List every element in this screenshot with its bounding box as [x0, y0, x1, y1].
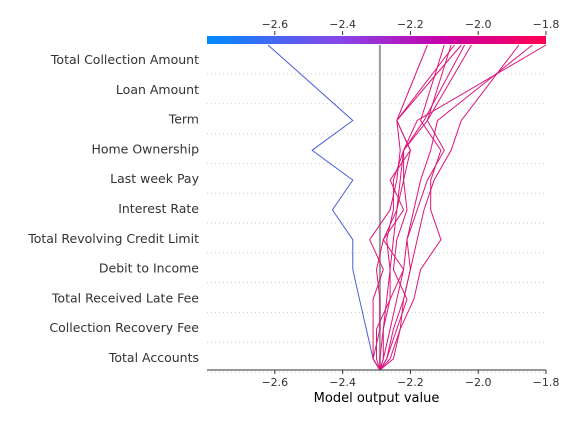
feature-label: Total Revolving Credit Limit	[27, 231, 199, 246]
x-tick-label-bottom: −2.0	[465, 376, 492, 389]
grid	[207, 73, 546, 373]
feature-label: Total Received Late Fee	[51, 290, 199, 305]
x-tick-label-top: −2.6	[261, 18, 288, 31]
series-lines	[267, 44, 547, 371]
feature-label: Total Collection Amount	[50, 52, 199, 67]
x-tick-label-bottom: −2.4	[329, 376, 356, 389]
series-line	[379, 44, 466, 371]
feature-label: Total Accounts	[108, 350, 199, 365]
series-line	[376, 44, 428, 371]
x-tick-label-top: −1.8	[533, 18, 560, 31]
series-line	[379, 44, 445, 371]
feature-label: Debit to Income	[99, 261, 199, 276]
x-tick-label-top: −2.4	[329, 18, 356, 31]
feature-label: Term	[168, 112, 199, 127]
feature-label: Collection Recovery Fee	[49, 320, 199, 335]
x-ticks: −2.6 −2.6 −2.4 −2.4 −2.2 −2.2 −2.0 −2.0 −1.8 −1.8	[261, 18, 559, 389]
series-line	[267, 44, 381, 371]
x-axis-label: Model output value	[314, 391, 440, 406]
feature-label: Last week Pay	[110, 171, 199, 186]
feature-label: Home Ownership	[91, 141, 199, 156]
x-tick-label-top: −2.2	[397, 18, 424, 31]
x-tick-label-bottom: −1.8	[533, 376, 560, 389]
x-tick-label-bottom: −2.2	[397, 376, 424, 389]
feature-labels: Total Collection Amount Loan Amount Term Ho…	[27, 52, 199, 365]
x-tick-label-top: −2.0	[465, 18, 492, 31]
feature-label: Interest Rate	[118, 201, 199, 216]
series-line	[379, 44, 472, 371]
x-tick-label-bottom: −2.6	[261, 376, 288, 389]
series-line	[379, 44, 520, 371]
colorbar	[207, 36, 546, 44]
feature-label: Loan Amount	[116, 82, 199, 97]
series-line	[379, 44, 547, 370]
series-line	[369, 44, 462, 371]
